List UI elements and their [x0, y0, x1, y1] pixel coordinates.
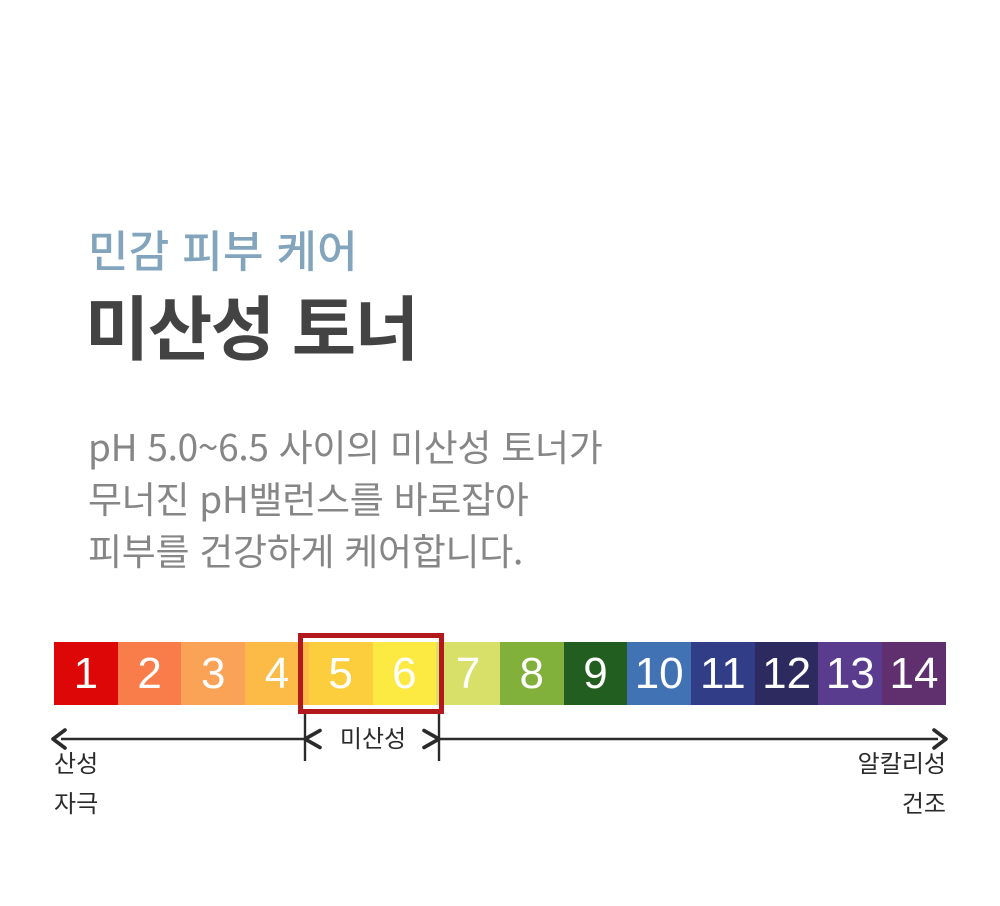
svg-text:미산성: 미산성: [340, 719, 406, 754]
